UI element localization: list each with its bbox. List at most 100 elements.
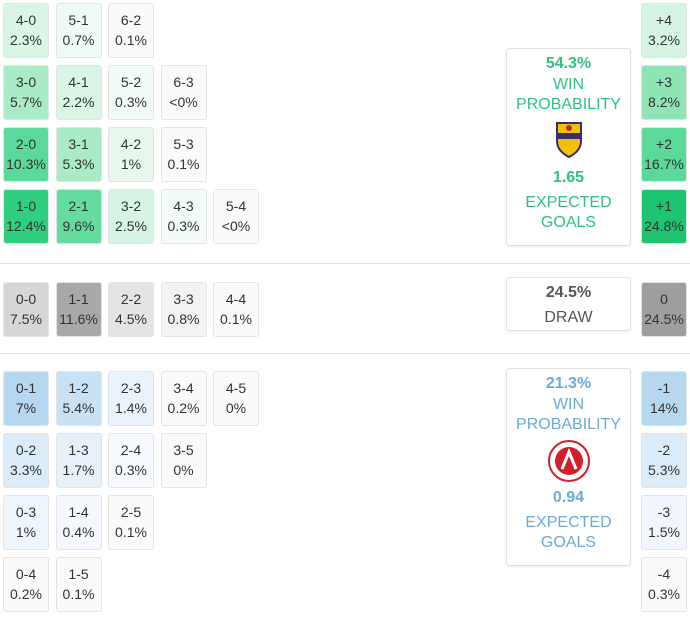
score-cell: 2-4 0.3%	[108, 433, 154, 488]
score-cell: 5-1 0.7%	[55, 3, 102, 58]
score-cell: 3-0 5.7%	[3, 65, 49, 120]
outcome-cell: +2 16.7%	[641, 127, 687, 182]
cell-label: +3	[656, 74, 672, 90]
probability: 21.3%	[545, 375, 592, 392]
cell-prob: 5.3%	[648, 462, 680, 478]
cell-prob: 0.1%	[62, 586, 95, 602]
cell-label: 5-1	[68, 12, 89, 28]
cell-label: +1	[656, 198, 672, 214]
cell-prob: 0.3%	[115, 94, 147, 110]
score-cell: 4-3 0.3%	[160, 189, 207, 244]
team-logo	[507, 435, 630, 485]
probability-label: DRAW	[544, 309, 593, 326]
cell-prob: 7.5%	[10, 311, 42, 327]
expected-goals: 0.94	[552, 489, 585, 506]
score-cell: 1-5 0.1%	[55, 557, 102, 612]
cell-label: 1-1	[68, 291, 89, 307]
cell-label: 2-2	[120, 291, 142, 307]
cell-label: 1-4	[68, 504, 89, 520]
cell-prob: 1%	[15, 524, 37, 540]
probability: 24.5%	[545, 284, 592, 301]
cell-label: 5-2	[120, 74, 142, 90]
cell-prob: 0.7%	[62, 32, 95, 48]
cell-label: 2-0	[15, 136, 37, 152]
cell-prob: 3.2%	[648, 32, 680, 48]
cell-label: 6-2	[120, 12, 142, 28]
score-cell: 1-4 0.4%	[55, 495, 102, 550]
cell-prob: 1%	[120, 156, 142, 172]
score-cell: 2-3 1.4%	[108, 371, 154, 426]
score-cell: 3-5 0%	[160, 433, 207, 488]
cell-prob: 0.8%	[167, 311, 200, 327]
score-cell: 3-1 5.3%	[55, 127, 102, 182]
cell-label: 4-0	[15, 12, 37, 28]
cell-label: 2-5	[120, 504, 142, 520]
expected-goals-label: EXPECTED GOALS	[525, 194, 612, 231]
cell-prob: 0%	[225, 400, 247, 416]
cell-label: 4-5	[225, 380, 247, 396]
score-cell: 0-2 3.3%	[3, 433, 49, 488]
probability-label: WIN PROBABILITY	[516, 396, 621, 433]
outcome-cell: 0 24.5%	[641, 282, 687, 337]
outcome-cell: +4 3.2%	[641, 3, 687, 58]
score-cell: 3-4 0.2%	[160, 371, 207, 426]
probability-label: WIN PROBABILITY	[516, 76, 621, 113]
summary-box: 54.3% WIN PROBABILITY 1.65 EXPECTED GOALS	[506, 48, 631, 246]
cell-label: 1-0	[15, 198, 37, 214]
cell-prob: 4.5%	[115, 311, 147, 327]
score-cell: 5-3 0.1%	[160, 127, 207, 182]
score-cell: 2-5 0.1%	[108, 495, 154, 550]
score-cell: 4-1 2.2%	[55, 65, 102, 120]
cell-label: 5-3	[173, 136, 194, 152]
cell-label: 0-3	[15, 504, 37, 520]
outcome-cell: -3 1.5%	[641, 495, 687, 550]
score-cell: 6-3 <0%	[160, 65, 207, 120]
cell-prob: 9.6%	[62, 218, 95, 234]
cell-prob: 14%	[649, 400, 679, 416]
score-cell: 3-2 2.5%	[108, 189, 154, 244]
outcome-cell: -2 5.3%	[641, 433, 687, 488]
score-cell: 2-1 9.6%	[55, 189, 102, 244]
score-cell: 0-0 7.5%	[3, 282, 49, 337]
cell-prob: 2.2%	[62, 94, 95, 110]
score-cell: 5-4 <0%	[213, 189, 259, 244]
score-cell: 2-2 4.5%	[108, 282, 154, 337]
cell-prob: 0.1%	[115, 524, 147, 540]
cell-prob: 1.4%	[115, 400, 147, 416]
cell-label: -2	[657, 442, 671, 458]
cell-label: 1-2	[68, 380, 89, 396]
cell-label: 5-4	[225, 198, 247, 214]
score-cell: 4-0 2.3%	[3, 3, 49, 58]
cell-prob: 2.3%	[10, 32, 42, 48]
cell-label: 2-3	[120, 380, 142, 396]
summary-box: 24.5% DRAW	[506, 277, 631, 331]
cell-label: 3-2	[120, 198, 142, 214]
probability: 54.3%	[545, 55, 592, 72]
team-logo	[507, 115, 630, 165]
outcome-cell: -4 0.3%	[641, 557, 687, 612]
cell-label: 1-3	[68, 442, 89, 458]
score-cell: 0-4 0.2%	[3, 557, 49, 612]
cell-prob: 0.4%	[62, 524, 95, 540]
cell-label: 1-5	[68, 566, 89, 582]
cell-prob: 1.5%	[648, 524, 680, 540]
cell-prob: 0.1%	[220, 311, 252, 327]
cell-prob: 0.2%	[167, 400, 200, 416]
cell-prob: 0.2%	[10, 586, 42, 602]
cell-label: 3-0	[15, 74, 37, 90]
separator	[0, 263, 690, 264]
cell-label: 3-3	[173, 291, 194, 307]
expected-goals: 1.65	[552, 169, 585, 186]
score-cell: 1-1 11.6%	[55, 282, 102, 337]
outcome-cell: +3 8.2%	[641, 65, 687, 120]
cell-prob: 3.3%	[10, 462, 42, 478]
cell-label: 6-3	[173, 74, 194, 90]
cell-label: 0-0	[15, 291, 37, 307]
score-cell: 2-0 10.3%	[3, 127, 49, 182]
score-cell: 0-3 1%	[3, 495, 49, 550]
score-cell: 1-2 5.4%	[55, 371, 102, 426]
score-cell: 4-4 0.1%	[213, 282, 259, 337]
cell-label: -4	[657, 566, 671, 582]
cell-prob: 0.1%	[115, 32, 147, 48]
